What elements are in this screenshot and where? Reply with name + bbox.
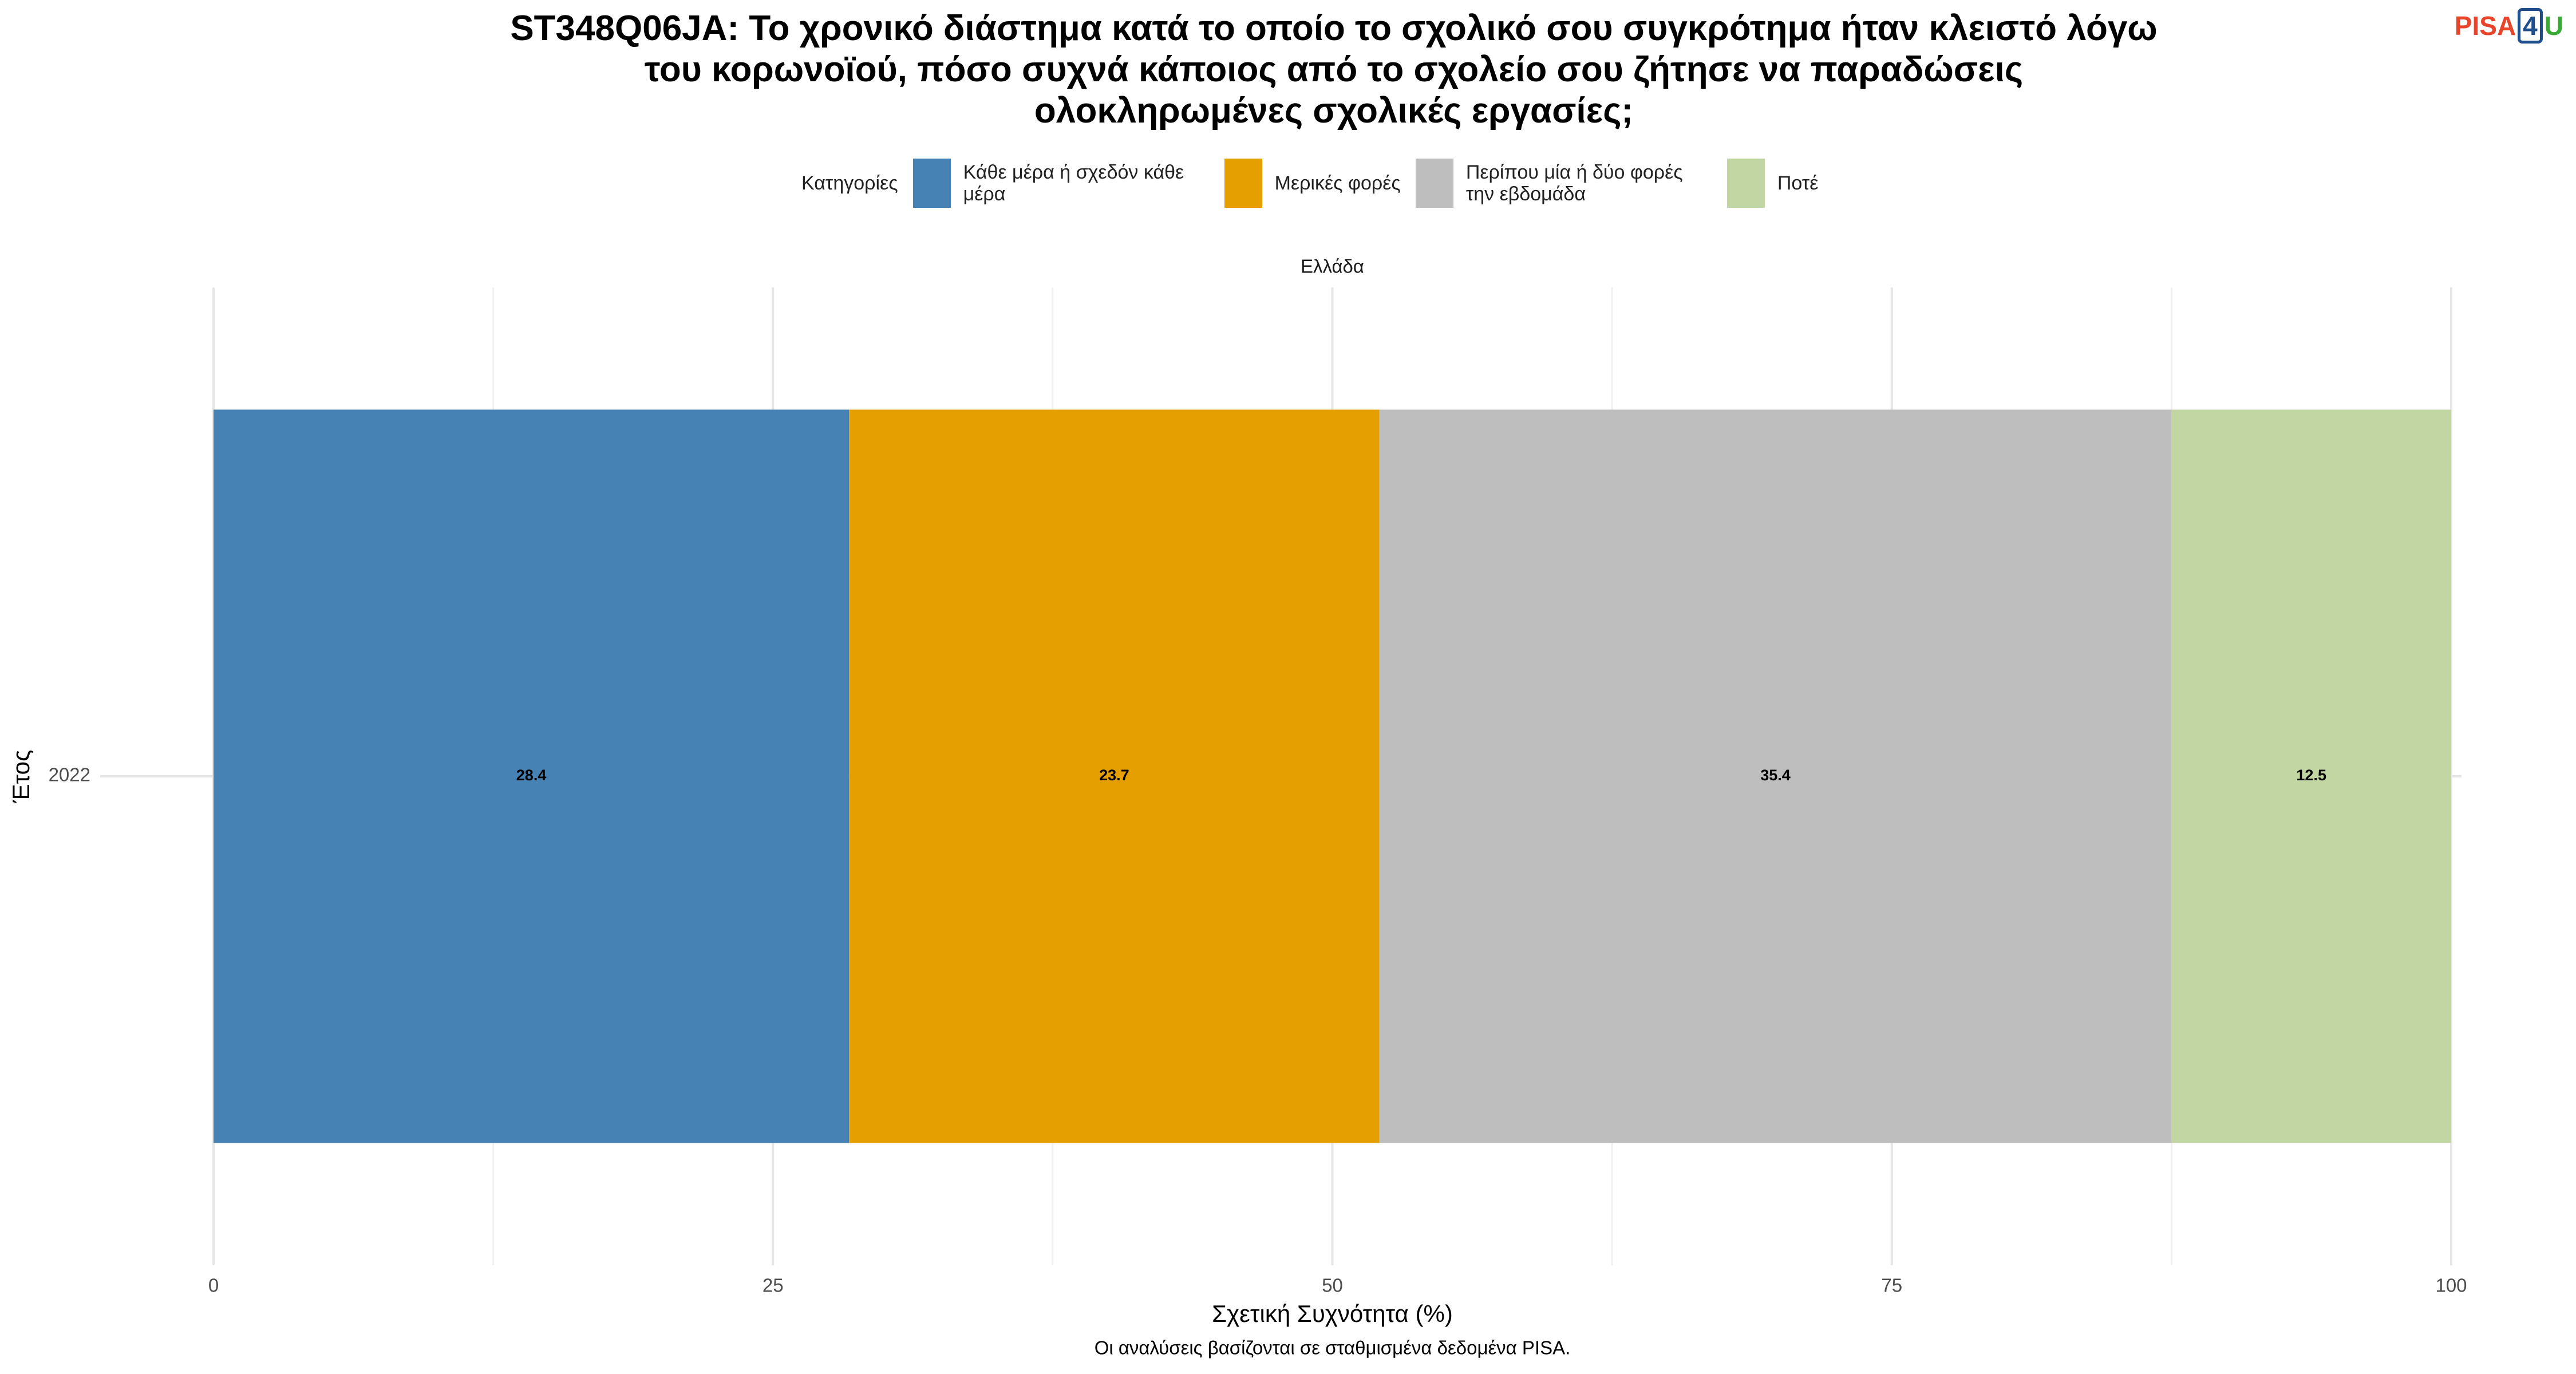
y-tick-label: 2022 — [49, 764, 90, 785]
bar-segment — [2171, 409, 2451, 1143]
legend-label: Μερικές φορές — [1274, 172, 1401, 194]
legend-key — [1726, 159, 1765, 208]
y-axis-title: Έτος — [7, 750, 34, 804]
x-tick-label: 25 — [762, 1275, 784, 1296]
legend-label: Κάθε μέρα ή σχεδόν κάθε μέρα — [963, 161, 1184, 205]
legend-key — [1415, 159, 1453, 208]
legend-title: Κατηγορίες — [801, 172, 898, 194]
logo-part: PISA — [2454, 11, 2516, 41]
logo: PISA 4 U — [2454, 8, 2563, 44]
bar-segment — [849, 409, 1380, 1143]
legend-key — [912, 159, 951, 208]
data-label: 28.4 — [516, 767, 547, 784]
legend-label: Ποτέ — [1777, 172, 1819, 194]
data-label: 35.4 — [1760, 767, 1791, 784]
bar-segment — [214, 409, 850, 1143]
legend: Κατηγορίες Κάθε μέρα ή σχεδόν κάθε μέρα Μ… — [801, 156, 1818, 211]
data-label: 23.7 — [1099, 767, 1129, 784]
caption: Οι αναλύσεις βασίζονται σε σταθμισμένα δ… — [1095, 1337, 1571, 1359]
legend-label: Περίπου μία ή δύο φορές την εβδομάδα — [1465, 161, 1683, 205]
x-tick-label: 50 — [1322, 1275, 1343, 1296]
logo-part: U — [2544, 11, 2563, 41]
x-tick-label: 0 — [208, 1275, 219, 1296]
x-tick-label: 100 — [2435, 1275, 2467, 1296]
legend-key — [1224, 159, 1262, 208]
logo-part: 4 — [2518, 8, 2543, 44]
chart-title: ST348Q06JA: Το χρονικό διάστημα κατά το … — [510, 9, 2158, 131]
bar-segment — [1379, 409, 2172, 1143]
x-tick-label: 75 — [1881, 1275, 1902, 1296]
data-label: 12.5 — [2296, 767, 2326, 784]
facet-label: Ελλάδα — [1301, 256, 1364, 277]
x-axis-title: Σχετική Συχνότητα (%) — [1212, 1300, 1453, 1327]
